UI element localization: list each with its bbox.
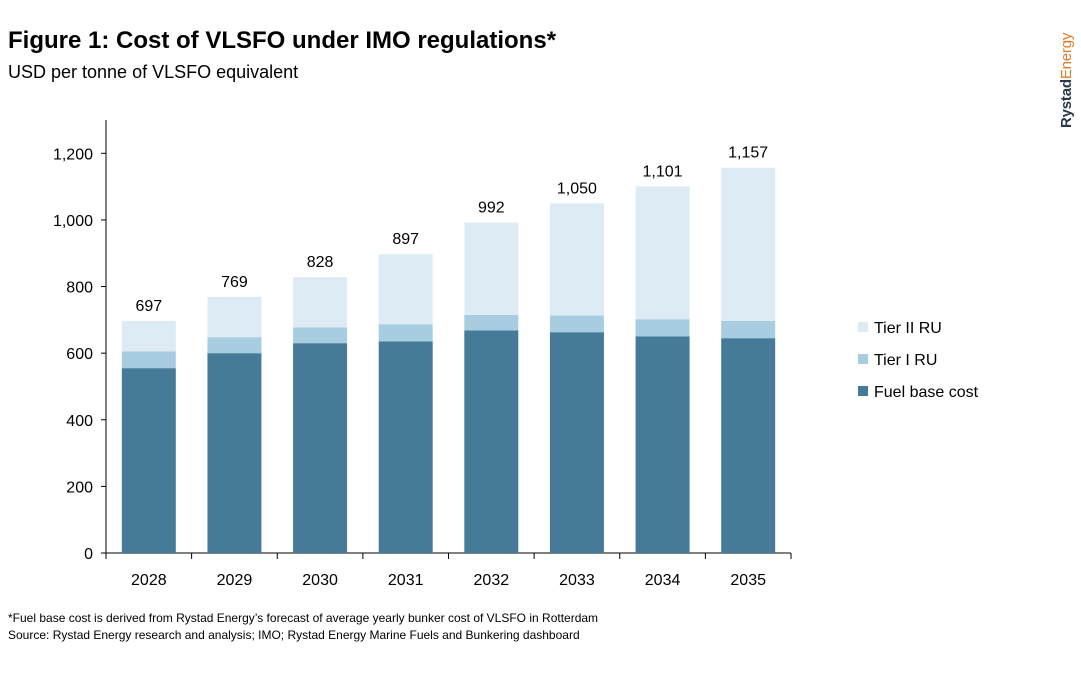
bar-tier-ii-ru — [464, 222, 519, 315]
total-label: 769 — [221, 274, 248, 291]
total-label: 697 — [135, 298, 162, 315]
y-tick-label: 400 — [66, 413, 93, 430]
total-label: 1,157 — [728, 145, 768, 162]
bar-tier-i-ru — [121, 351, 176, 369]
bar-fuel-base-cost — [464, 330, 519, 553]
total-label: 897 — [392, 231, 419, 248]
bar-fuel-base-cost — [549, 332, 604, 553]
y-tick-label: 1,000 — [53, 213, 93, 230]
total-label: 1,101 — [643, 163, 683, 180]
chart-subtitle: USD per tonne of VLSFO equivalent — [8, 62, 299, 82]
source-note: Source: Rystad Energy research and analy… — [8, 628, 580, 642]
bar-fuel-base-cost — [207, 353, 262, 553]
y-tick-label: 200 — [66, 479, 93, 496]
total-label: 828 — [307, 254, 334, 271]
bar-tier-i-ru — [378, 324, 433, 342]
bar-tier-ii-ru — [293, 277, 348, 328]
bar-fuel-base-cost — [121, 368, 176, 553]
x-tick-label: 2029 — [217, 572, 253, 589]
bar-tier-i-ru — [464, 314, 519, 331]
bar-tier-ii-ru — [721, 167, 776, 321]
bar-tier-ii-ru — [549, 203, 604, 316]
legend-label: Tier II RU — [874, 320, 942, 337]
x-tick-label: 2033 — [559, 572, 595, 589]
legend-swatch — [858, 386, 868, 396]
legend-swatch — [858, 322, 868, 332]
footnote: *Fuel base cost is derived from Rystad E… — [8, 611, 599, 625]
y-tick-label: 600 — [66, 346, 93, 363]
y-tick-label: 800 — [66, 280, 93, 297]
x-tick-label: 2028 — [131, 572, 167, 589]
bar-fuel-base-cost — [293, 343, 348, 553]
x-tick-label: 2034 — [645, 572, 681, 589]
bar-tier-ii-ru — [378, 254, 433, 325]
bar-fuel-base-cost — [721, 338, 776, 553]
bar-tier-i-ru — [635, 319, 690, 337]
chart-title: Figure 1: Cost of VLSFO under IMO regula… — [8, 27, 557, 54]
bar-tier-ii-ru — [207, 296, 262, 338]
bar-tier-ii-ru — [121, 320, 176, 352]
x-tick-label: 2031 — [388, 572, 424, 589]
x-tick-label: 2032 — [474, 572, 510, 589]
bar-fuel-base-cost — [635, 336, 690, 553]
bar-fuel-base-cost — [378, 341, 433, 553]
legend-swatch — [858, 354, 868, 364]
bar-tier-i-ru — [207, 337, 262, 354]
x-tick-label: 2030 — [302, 572, 338, 589]
bar-tier-i-ru — [293, 327, 348, 344]
legend-label: Fuel base cost — [874, 384, 979, 401]
legend-label: Tier I RU — [874, 352, 937, 369]
total-label: 1,050 — [557, 180, 597, 197]
total-label: 992 — [478, 200, 505, 217]
x-tick-label: 2035 — [730, 572, 766, 589]
bar-tier-ii-ru — [635, 186, 690, 320]
bar-tier-i-ru — [549, 315, 604, 333]
y-tick-label: 1,200 — [53, 146, 93, 163]
stacked-bar-chart: 0 200 400 600 800 1,000 1,200 697 2028 769 2029 828… — [53, 120, 979, 589]
bar-tier-i-ru — [721, 320, 776, 339]
y-tick-label: 0 — [84, 546, 93, 563]
